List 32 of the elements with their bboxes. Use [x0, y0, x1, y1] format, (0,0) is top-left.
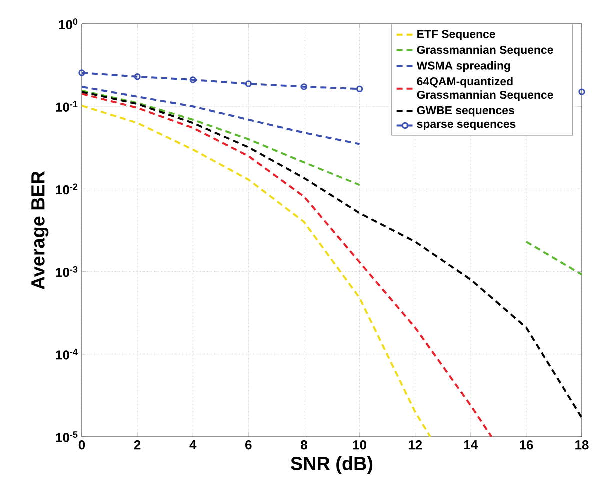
y-axis-title: Average BER [32, 171, 49, 290]
point [356, 86, 364, 92]
x-tick-label: 14 [464, 440, 478, 450]
x-tick-label: 8 [301, 440, 308, 450]
y-tick-label: 10$^{0}$ [59, 18, 78, 30]
x-tick-label: 4 [190, 440, 197, 450]
x-tick-label: 6 [246, 440, 252, 450]
point [245, 80, 252, 88]
legend-label: 64QAM-quantized Grassmannian Sequence [417, 77, 554, 102]
x-axis-title: SNR (dB) [291, 456, 373, 474]
line-series [82, 86, 361, 146]
x-tick-label: 0 [78, 440, 86, 450]
x-tick-label: 2 [134, 440, 141, 450]
point [134, 74, 141, 80]
legend-label: Grassmannian Sequence [417, 46, 554, 56]
x-tick-label: 10 [353, 440, 366, 450]
y-tick-label: 10$^{-2}$ [56, 184, 78, 195]
legend-label: GWBE sequences [417, 106, 514, 117]
legend-label: ETF Sequence [418, 30, 496, 41]
y-tick-label: 10$^{-3}$ [56, 266, 78, 278]
point [78, 70, 86, 76]
legend-label: sparse sequences [417, 122, 516, 130]
y-tick-label: 10$^{-4}$ [56, 349, 78, 360]
y-tick-label: 10$^{-5}$ [56, 432, 78, 442]
x-tick-label: 16 [520, 440, 534, 450]
point [578, 88, 586, 96]
y-tick-label: 10$^{-1}$ [56, 101, 78, 112]
point [300, 84, 308, 90]
x-tick-label: 18 [576, 440, 589, 450]
legend-label: WSMA spreading [416, 61, 510, 72]
point [190, 76, 196, 84]
x-tick-label: 12 [408, 440, 422, 450]
